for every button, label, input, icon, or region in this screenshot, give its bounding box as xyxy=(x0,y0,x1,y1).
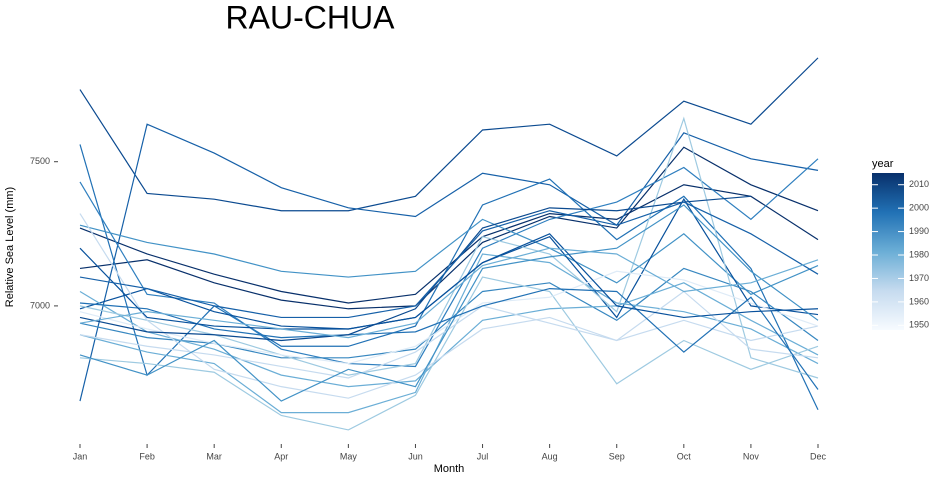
x-tick-label: Aug xyxy=(542,451,558,461)
x-tick-label: Jul xyxy=(477,451,489,461)
series-line xyxy=(79,204,819,402)
series-line xyxy=(79,57,819,212)
series-line xyxy=(79,146,819,310)
x-tick-label: Jun xyxy=(408,451,423,461)
legend-title: year xyxy=(872,158,894,170)
series-line xyxy=(79,233,819,330)
series-line xyxy=(79,144,819,410)
x-tick-label: May xyxy=(340,451,358,461)
x-tick-label: Feb xyxy=(139,451,155,461)
colorbar-label: 2010 xyxy=(909,179,929,189)
x-tick-label: Mar xyxy=(206,451,222,461)
series-line xyxy=(79,247,819,339)
series-line xyxy=(79,195,751,342)
x-tick-label: Dec xyxy=(810,451,827,461)
series-line xyxy=(79,198,819,330)
chart-title: RAU-CHUA xyxy=(226,0,396,35)
series-line xyxy=(79,116,819,379)
series-line xyxy=(79,213,819,399)
series-line xyxy=(79,287,819,390)
y-axis-title: Relative Sea Level (mm) xyxy=(4,187,16,307)
series-line xyxy=(79,218,819,296)
x-tick-label: Jan xyxy=(73,451,88,461)
y-tick-label: 7000 xyxy=(30,300,50,310)
series-line xyxy=(79,282,819,388)
series-line xyxy=(79,201,819,319)
series-line xyxy=(79,267,819,359)
colorbar-label: 1980 xyxy=(909,249,929,259)
series-line xyxy=(79,270,819,365)
x-axis-title: Month xyxy=(434,463,465,475)
x-tick-label: Apr xyxy=(274,451,288,461)
series-line xyxy=(79,123,819,402)
colorbar-label: 1950 xyxy=(909,320,929,330)
colorbar-label: 1960 xyxy=(909,296,929,306)
y-tick-label: 7500 xyxy=(30,156,50,166)
x-tick-label: Sep xyxy=(609,451,625,461)
colorbar-label: 1970 xyxy=(909,273,929,283)
series-line xyxy=(79,158,819,368)
series-line xyxy=(79,276,819,431)
colorbar-label: 1990 xyxy=(909,226,929,236)
x-tick-label: Nov xyxy=(743,451,760,461)
colorbar xyxy=(872,173,904,330)
x-tick-label: Oct xyxy=(677,451,692,461)
series-line xyxy=(79,290,819,379)
colorbar-label: 2000 xyxy=(909,203,929,213)
